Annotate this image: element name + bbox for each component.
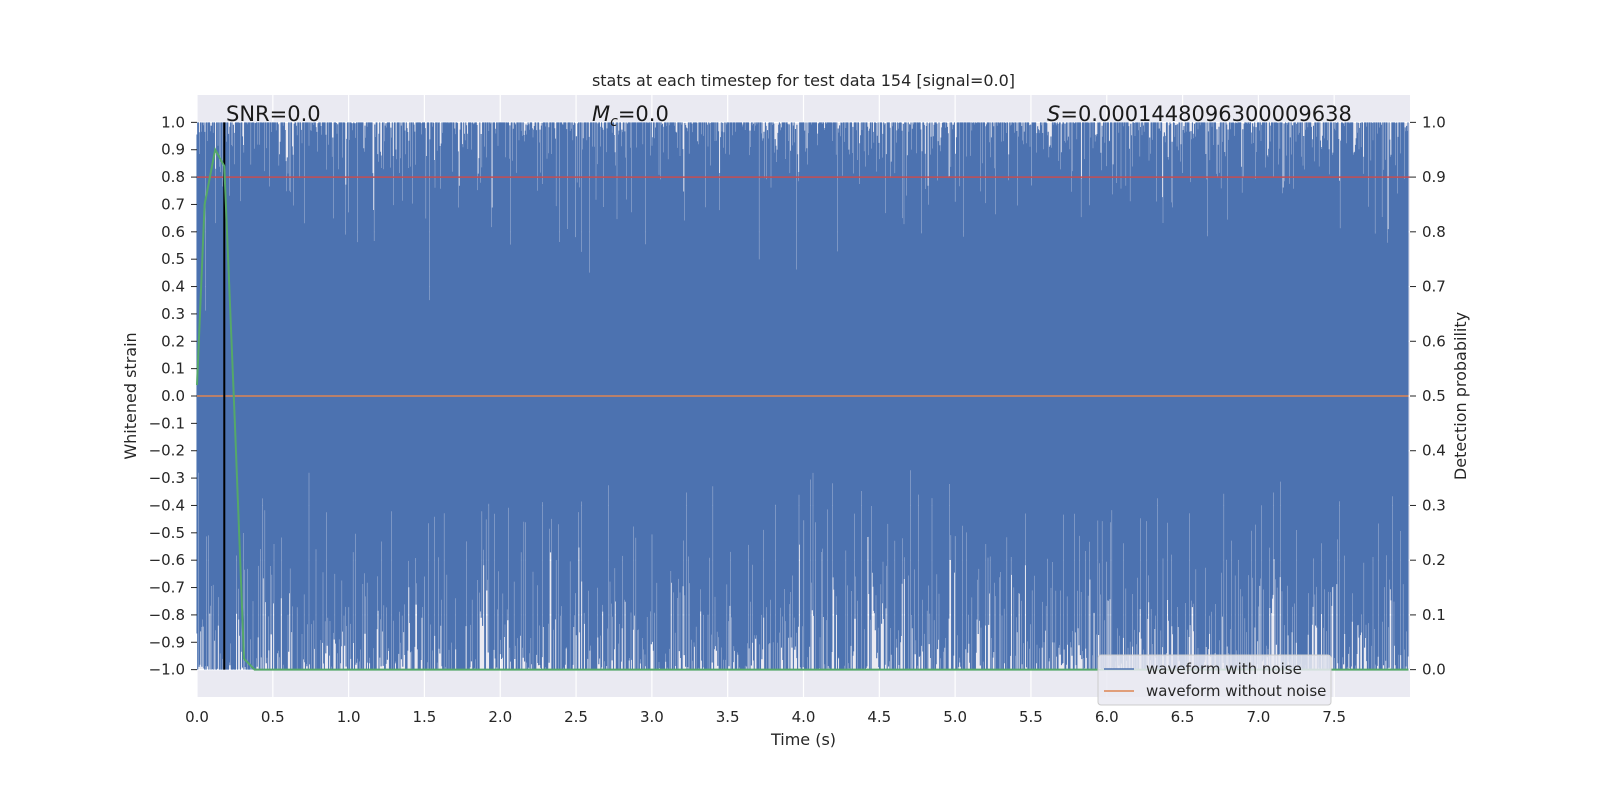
snr-annotation: SNR=0.0 (226, 102, 321, 126)
x-tick-label: 6.0 (1095, 708, 1119, 726)
y-right-tick-label: 0.1 (1422, 606, 1446, 624)
x-tick-label: 0.0 (185, 708, 209, 726)
x-tick-label: 4.0 (792, 708, 816, 726)
y-left-tick-label: −1.0 (149, 661, 185, 679)
s-value: =0.0001448096300009638 (1060, 102, 1352, 126)
y-right-tick-label: 0.7 (1422, 278, 1446, 296)
axes: 0.0 0.5 1.0 1.5 2.0 2.5 3.0 3.5 4.0 4.5 5.0 5.5 6.0 6… (149, 113, 1446, 726)
y-right-tick-label: 0.9 (1422, 168, 1446, 186)
y-left-tick-label: 0.1 (161, 360, 185, 378)
y-left-tick-label: 0.4 (161, 278, 185, 296)
y-left-tick-label: −0.5 (149, 524, 185, 542)
mc-symbol: M (592, 102, 610, 126)
y-right-tick-label: 0.2 (1422, 551, 1446, 569)
x-tick-label: 1.0 (337, 708, 361, 726)
y-left-tick-label: −0.3 (149, 469, 185, 487)
y-right-tick-label: 0.0 (1422, 661, 1446, 679)
legend-label: waveform with noise (1146, 660, 1302, 678)
legend: waveform with noise waveform without nois… (1097, 654, 1332, 706)
mc-subscript: c (610, 114, 618, 130)
chirp-mass-annotation: Mc=0.0 (592, 102, 669, 130)
y-left-tick-label: 0.6 (161, 223, 185, 241)
y-right-tick-label: 0.8 (1422, 223, 1446, 241)
y-left-tick-label: −0.6 (149, 551, 185, 569)
y-left-tick-label: −0.1 (149, 414, 185, 432)
x-tick-label: 2.0 (488, 708, 512, 726)
y-left-tick-label: 0.9 (161, 141, 185, 159)
y-left-tick-label: 0.2 (161, 332, 185, 350)
mc-value: =0.0 (618, 102, 669, 126)
x-tick-label: 4.5 (867, 708, 891, 726)
x-tick-label: 6.5 (1171, 708, 1195, 726)
y-right-tick-label: 0.3 (1422, 496, 1446, 514)
y-left-tick-label: 0.7 (161, 195, 185, 213)
y-left-tick-label: −0.7 (149, 579, 185, 597)
s-symbol: S (1047, 102, 1060, 126)
x-tick-label: 7.5 (1322, 708, 1346, 726)
x-tick-label: 2.5 (564, 708, 588, 726)
y-left-tick-label: −0.4 (149, 496, 185, 514)
x-axis-label: Time (s) (770, 730, 836, 749)
x-tick-label: 3.5 (716, 708, 740, 726)
s-annotation: S=0.0001448096300009638 (1047, 102, 1352, 126)
y-left-tick-label: −0.9 (149, 633, 185, 651)
y-left-tick-label: −0.8 (149, 606, 185, 624)
y-left-tick-label: 0.3 (161, 305, 185, 323)
detection-probability-line (196, 146, 1409, 671)
x-tick-label: 1.5 (413, 708, 437, 726)
x-tick-label: 7.0 (1246, 708, 1270, 726)
chart-title: stats at each timestep for test data 154… (592, 71, 1015, 90)
x-tick-label: 0.5 (261, 708, 285, 726)
legend-box (1097, 654, 1332, 706)
y-left-tick-label: 1.0 (161, 113, 185, 131)
y-right-tick-label: 0.5 (1422, 387, 1446, 405)
x-tick-label: 3.0 (640, 708, 664, 726)
y-left-tick-label: 0.0 (161, 387, 185, 405)
y-axis-right-label: Detection probability (1451, 312, 1470, 480)
y-left-tick-label: −0.2 (149, 442, 185, 460)
overlay-lines (196, 122, 1410, 671)
x-tick-label: 5.0 (943, 708, 967, 726)
y-right-tick-label: 1.0 (1422, 113, 1446, 131)
legend-label: waveform without noise (1146, 682, 1326, 700)
y-left-tick-label: 0.5 (161, 250, 185, 268)
x-tick-label: 5.5 (1019, 708, 1043, 726)
y-right-tick-label: 0.6 (1422, 332, 1446, 350)
y-right-tick-label: 0.4 (1422, 442, 1446, 460)
y-axis-left-label: Whitened strain (121, 332, 140, 459)
y-left-tick-label: 0.8 (161, 168, 185, 186)
